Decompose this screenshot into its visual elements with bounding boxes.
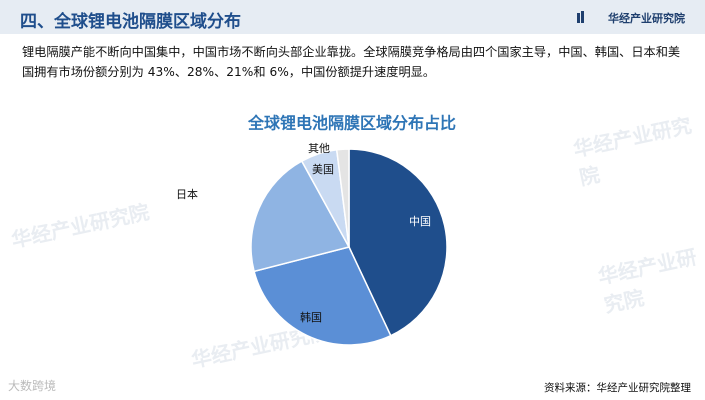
source: 资料来源：华经产业研究院整理: [544, 382, 691, 394]
chart-title: 全球锂电池隔膜区域分布占比: [247, 114, 456, 133]
slice-label: 美国: [312, 163, 334, 176]
brand: 华经产业研究院: [608, 12, 685, 25]
slice-label: 日本: [176, 187, 198, 201]
header-bar: [0, 0, 705, 34]
slice-label: 其他: [308, 142, 330, 155]
paragraph: 锂电隔膜产能不断向中国集中，中国市场不断向头部企业靠拢。全球隔膜竞争格局由四个国…: [22, 45, 681, 79]
slice-label: 中国: [409, 215, 431, 228]
page-title: 四、全球锂电池隔膜区域分布: [20, 12, 241, 32]
brand-icon: [577, 11, 584, 23]
pie-slice: [250, 160, 351, 273]
slice-label: 韩国: [300, 310, 322, 324]
pie-slice: [253, 246, 392, 346]
pie-slice: [348, 148, 448, 337]
logo-text: 大数跨境: [8, 379, 57, 393]
pie-slice: [335, 148, 350, 248]
